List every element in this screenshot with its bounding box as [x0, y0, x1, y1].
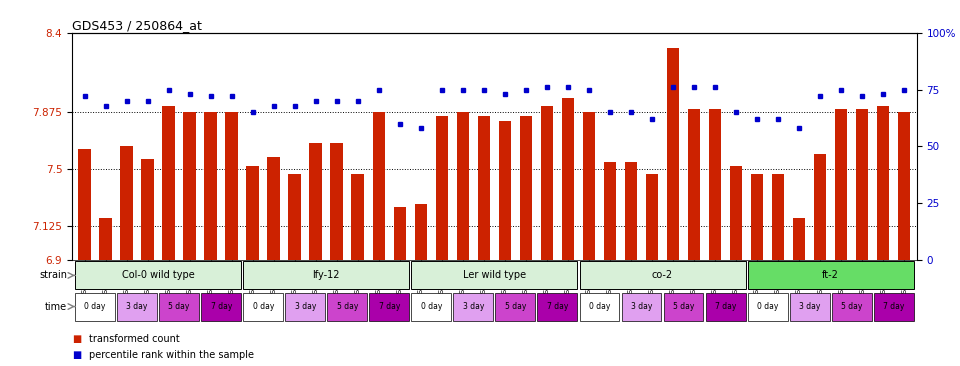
- Bar: [285, 292, 325, 321]
- Bar: [706, 292, 746, 321]
- Bar: [202, 292, 241, 321]
- Bar: [183, 112, 196, 260]
- Text: co-2: co-2: [652, 270, 673, 280]
- Text: 0 day: 0 day: [756, 302, 779, 311]
- Bar: [498, 121, 512, 260]
- Bar: [75, 292, 115, 321]
- Bar: [288, 173, 301, 260]
- Text: Ler wild type: Ler wild type: [463, 270, 526, 280]
- Bar: [309, 143, 322, 260]
- Bar: [772, 173, 784, 260]
- Text: 3 day: 3 day: [295, 302, 316, 311]
- Bar: [790, 292, 829, 321]
- Bar: [519, 116, 532, 260]
- Text: 0 day: 0 day: [588, 302, 611, 311]
- Bar: [117, 292, 157, 321]
- Bar: [874, 292, 914, 321]
- Bar: [79, 149, 91, 260]
- Text: transformed count: transformed count: [89, 333, 180, 344]
- Bar: [204, 112, 217, 260]
- Text: 0 day: 0 day: [252, 302, 274, 311]
- Text: 7 day: 7 day: [378, 302, 400, 311]
- Bar: [159, 292, 199, 321]
- Bar: [708, 109, 721, 260]
- Text: 0 day: 0 day: [420, 302, 442, 311]
- Text: lfy-12: lfy-12: [313, 270, 340, 280]
- Bar: [457, 112, 469, 260]
- Bar: [370, 292, 409, 321]
- Bar: [436, 116, 448, 260]
- Text: strain: strain: [39, 270, 67, 280]
- Bar: [226, 112, 238, 260]
- Bar: [562, 98, 574, 260]
- Text: ■: ■: [72, 333, 82, 344]
- Bar: [831, 292, 872, 321]
- Text: percentile rank within the sample: percentile rank within the sample: [89, 350, 254, 360]
- Text: 5 day: 5 day: [505, 302, 526, 311]
- Text: ■: ■: [72, 350, 82, 360]
- Bar: [793, 217, 805, 260]
- Bar: [538, 292, 577, 321]
- Bar: [621, 292, 661, 321]
- Text: GDS453 / 250864_at: GDS453 / 250864_at: [72, 19, 202, 32]
- Bar: [580, 261, 746, 290]
- Bar: [394, 207, 406, 260]
- Bar: [372, 112, 385, 260]
- Text: 7 day: 7 day: [715, 302, 736, 311]
- Bar: [351, 173, 364, 260]
- Bar: [120, 146, 132, 260]
- Text: 0 day: 0 day: [84, 302, 106, 311]
- Bar: [814, 154, 827, 260]
- Bar: [646, 173, 659, 260]
- Bar: [243, 261, 409, 290]
- Bar: [604, 161, 616, 260]
- Text: 3 day: 3 day: [463, 302, 484, 311]
- Bar: [583, 112, 595, 260]
- Text: Col-0 wild type: Col-0 wild type: [122, 270, 195, 280]
- Bar: [751, 173, 763, 260]
- Text: 3 day: 3 day: [631, 302, 652, 311]
- Bar: [415, 204, 427, 260]
- Bar: [75, 261, 241, 290]
- Bar: [453, 292, 493, 321]
- Bar: [412, 261, 577, 290]
- Text: ft-2: ft-2: [822, 270, 839, 280]
- Bar: [730, 166, 742, 260]
- Bar: [268, 157, 280, 260]
- Bar: [876, 105, 890, 260]
- Bar: [898, 112, 910, 260]
- Bar: [580, 292, 619, 321]
- Bar: [663, 292, 704, 321]
- Bar: [667, 48, 680, 260]
- Text: 3 day: 3 day: [799, 302, 820, 311]
- Bar: [687, 109, 701, 260]
- Text: 5 day: 5 day: [337, 302, 358, 311]
- Text: 7 day: 7 day: [547, 302, 568, 311]
- Bar: [856, 109, 869, 260]
- Bar: [625, 161, 637, 260]
- Bar: [495, 292, 536, 321]
- Bar: [99, 217, 112, 260]
- Bar: [327, 292, 368, 321]
- Bar: [748, 292, 787, 321]
- Text: 7 day: 7 day: [883, 302, 904, 311]
- Text: 5 day: 5 day: [169, 302, 190, 311]
- Bar: [243, 292, 283, 321]
- Bar: [247, 166, 259, 260]
- Text: 5 day: 5 day: [673, 302, 694, 311]
- Bar: [540, 105, 553, 260]
- Bar: [835, 109, 848, 260]
- Bar: [477, 116, 491, 260]
- Text: 7 day: 7 day: [210, 302, 232, 311]
- Bar: [748, 261, 914, 290]
- Text: time: time: [45, 302, 67, 311]
- Bar: [162, 105, 175, 260]
- Bar: [330, 143, 343, 260]
- Text: 5 day: 5 day: [841, 302, 862, 311]
- Text: 3 day: 3 day: [127, 302, 148, 311]
- Bar: [412, 292, 451, 321]
- Bar: [141, 158, 154, 260]
